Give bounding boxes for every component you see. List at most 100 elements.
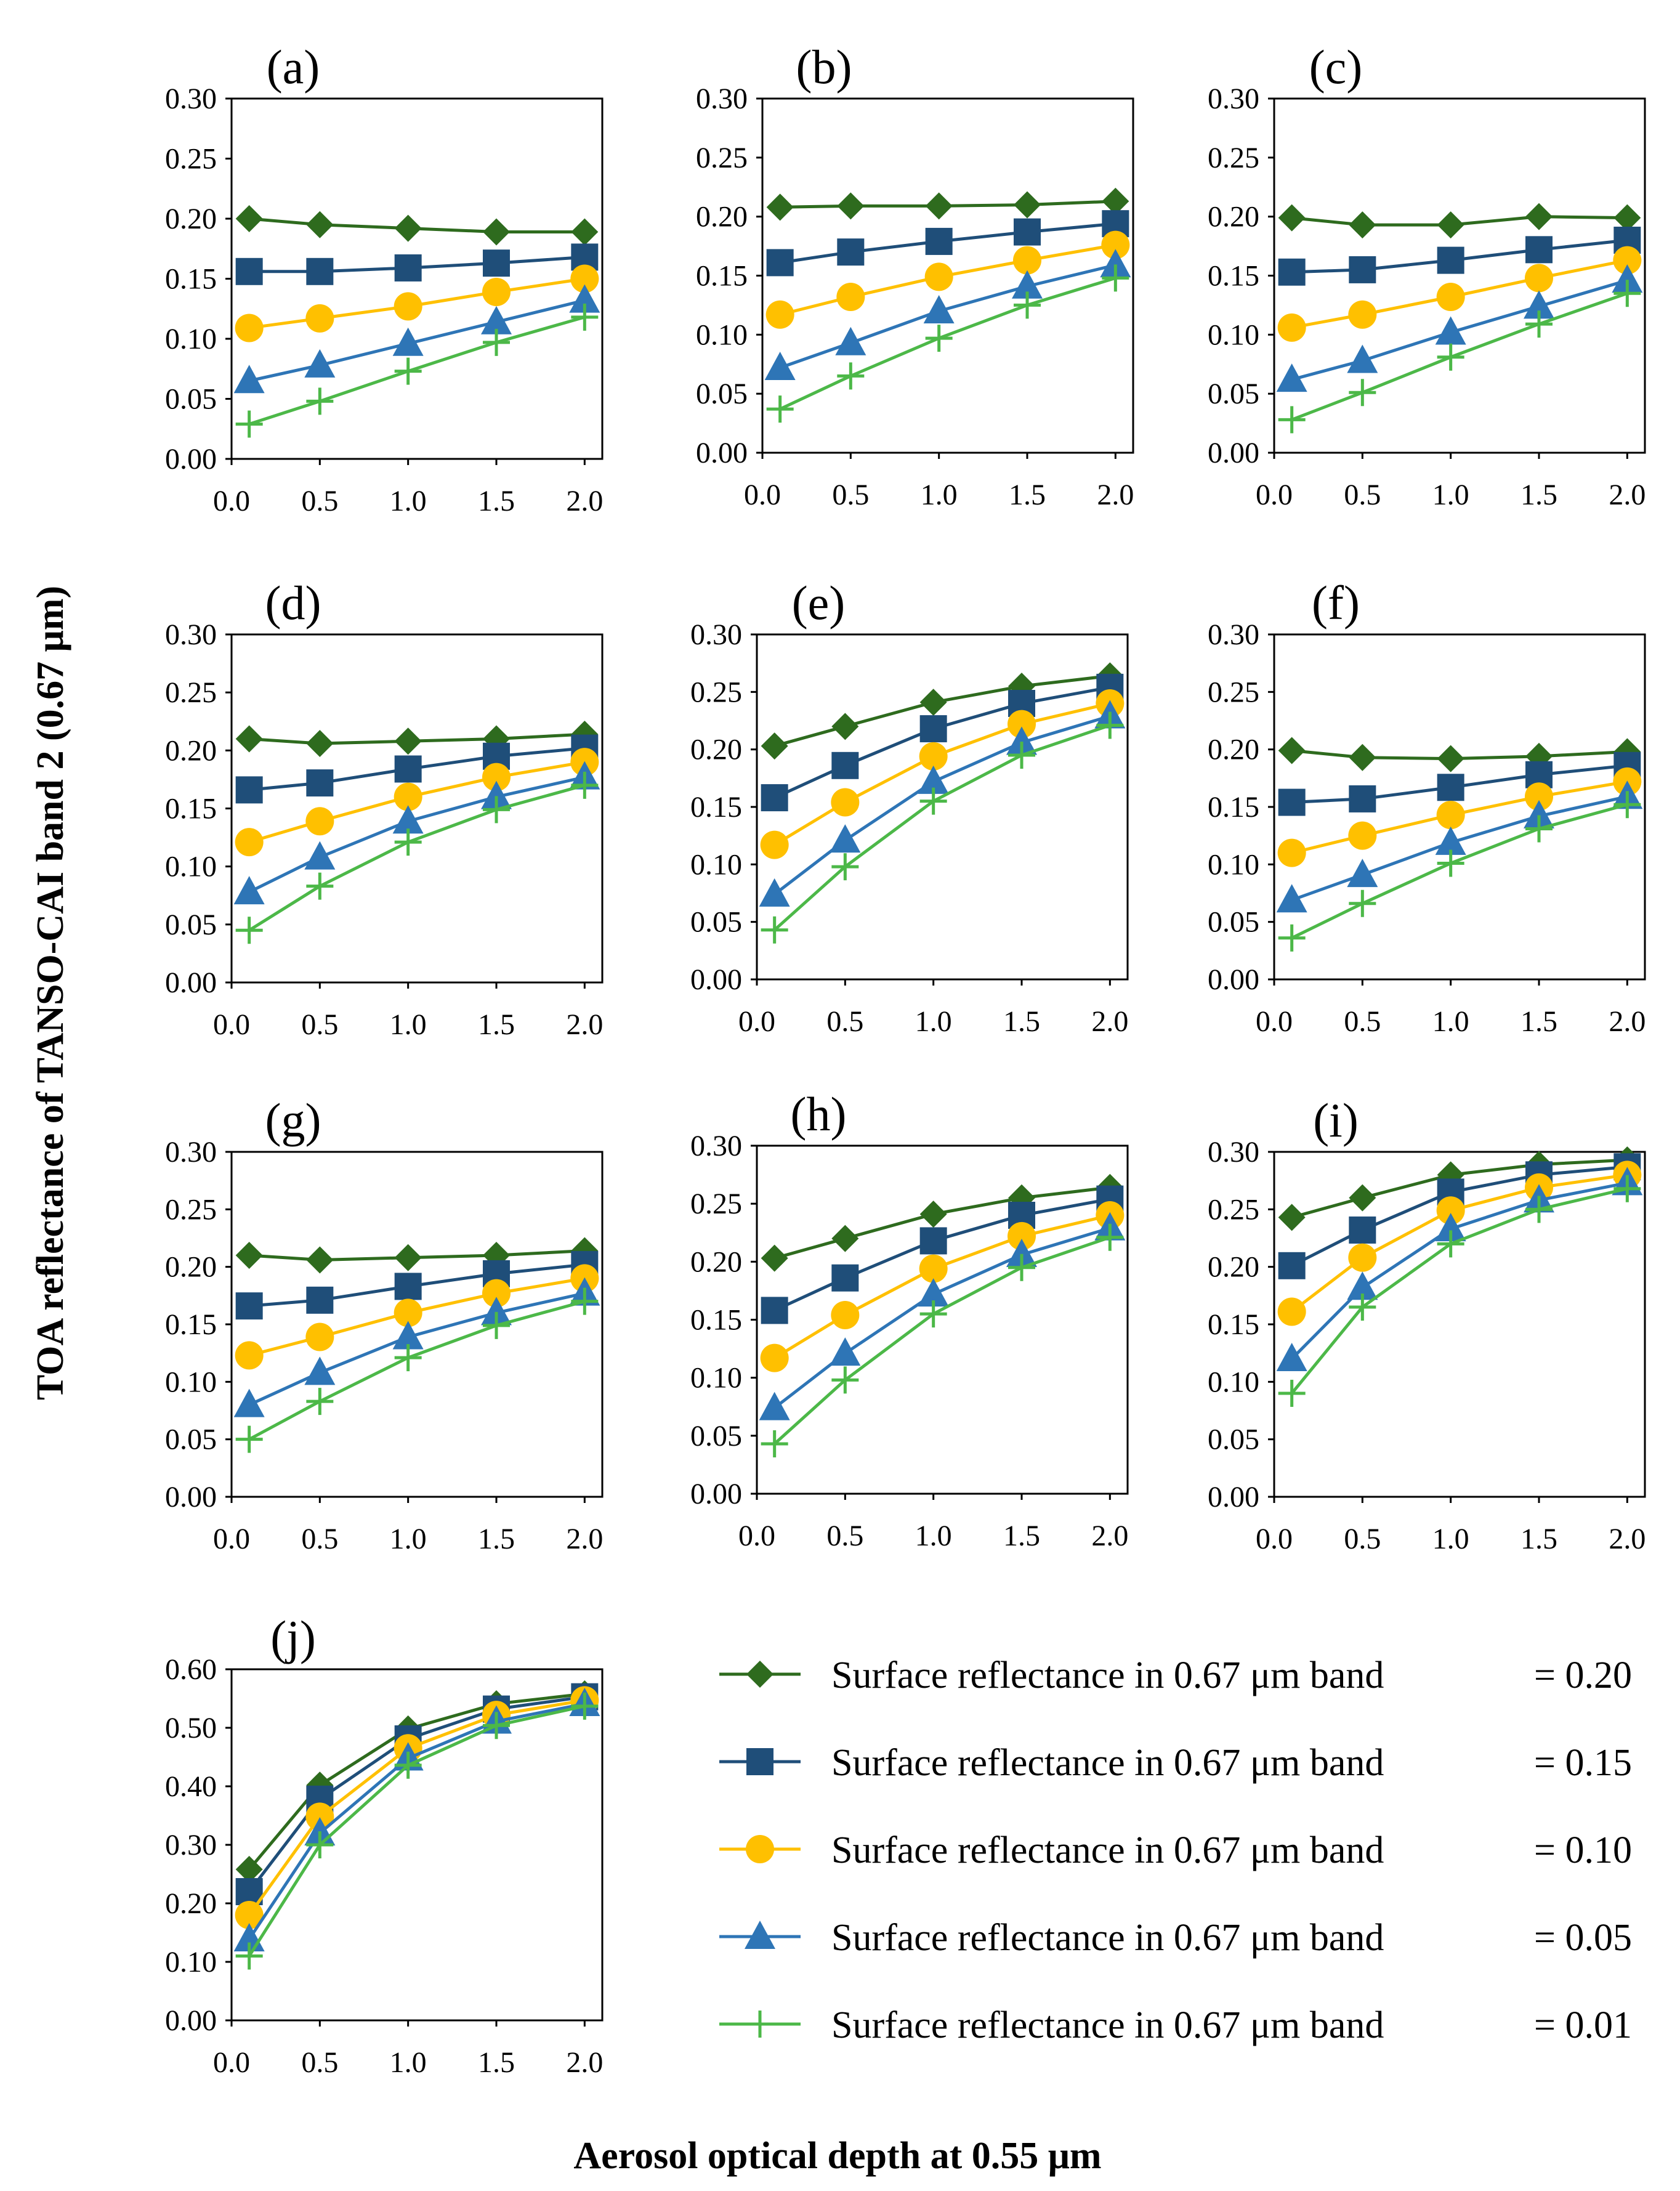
data-point <box>1348 300 1377 329</box>
y-tick-label: 0.30 <box>1208 83 1259 115</box>
x-tick-label: 2.0 <box>566 485 603 517</box>
series-0.05 <box>759 1212 1126 1420</box>
data-point <box>235 1292 263 1320</box>
data-point <box>1437 745 1464 772</box>
legend: Surface reflectance in 0.67 μm band = 0.2… <box>719 1654 1632 2046</box>
plot-frame <box>756 633 1129 981</box>
data-point <box>1437 343 1464 371</box>
legend-label: Surface reflectance in 0.67 μm band <box>831 1829 1384 1871</box>
data-point <box>1278 788 1306 816</box>
data-point <box>831 751 859 779</box>
x-tick-label: 1.0 <box>1432 1005 1469 1038</box>
data-point <box>304 1356 336 1385</box>
panel-label: (h) <box>791 1087 847 1141</box>
data-point <box>1008 710 1036 739</box>
data-point <box>481 780 512 809</box>
data-point <box>831 713 859 740</box>
series-0.10 <box>1277 767 1642 867</box>
plot-frame <box>230 1668 604 2022</box>
panel-label: (e) <box>792 576 846 630</box>
data-point <box>831 1225 859 1252</box>
series-0.10 <box>760 689 1125 859</box>
y-tick-label: 0.30 <box>690 618 742 651</box>
x-tick-label: 0.0 <box>738 1005 775 1038</box>
y-tick-label: 0.10 <box>165 1946 217 1978</box>
y-tick-label: 0.00 <box>165 2004 217 2037</box>
data-point <box>1348 1243 1377 1272</box>
data-point <box>837 238 865 266</box>
data-point <box>1278 1252 1306 1279</box>
data-point <box>483 249 510 277</box>
data-point <box>766 193 794 221</box>
data-point <box>1525 236 1553 264</box>
series-0.10 <box>760 1201 1125 1372</box>
y-tick-label: 0.20 <box>1208 201 1259 233</box>
y-tick-label: 0.20 <box>1208 734 1259 766</box>
legend-value: = 0.10 <box>1534 1829 1632 1871</box>
x-tick-label: 1.5 <box>478 1523 515 1555</box>
y-tick-label: 0.15 <box>165 793 217 825</box>
x-tick-label: 1.0 <box>390 485 427 517</box>
x-tick-label: 0.0 <box>744 479 781 511</box>
data-point <box>306 769 334 797</box>
data-point <box>571 1692 599 1720</box>
x-tick-label: 0.0 <box>738 1520 775 1552</box>
data-point <box>235 1901 264 1929</box>
data-point <box>1008 742 1035 769</box>
data-point <box>1525 1196 1553 1223</box>
data-point <box>1613 246 1642 275</box>
data-point <box>1012 270 1043 299</box>
panel-label: (f) <box>1312 576 1360 630</box>
data-point <box>233 365 265 394</box>
data-point <box>923 295 955 323</box>
data-point <box>304 349 336 378</box>
data-point <box>1613 791 1641 819</box>
data-point <box>483 1311 510 1339</box>
data-point <box>233 1388 265 1417</box>
data-point <box>761 1430 788 1458</box>
series-0.01 <box>1278 280 1641 434</box>
data-point <box>761 1244 788 1272</box>
data-point <box>306 257 334 285</box>
series-0.01 <box>761 711 1124 944</box>
data-point <box>1102 264 1129 292</box>
series-0.01 <box>235 303 599 438</box>
y-tick-label: 0.15 <box>690 791 742 824</box>
y-tick-label: 0.00 <box>690 963 742 996</box>
y-tick-label: 0.40 <box>165 1770 217 1803</box>
y-tick-label: 0.10 <box>165 1366 217 1398</box>
legend-marker <box>746 1661 773 1688</box>
data-point <box>1436 801 1465 830</box>
data-point <box>235 1855 263 1883</box>
y-tick-label: 0.25 <box>690 676 742 708</box>
y-tick-label: 0.00 <box>165 443 217 476</box>
y-tick-label: 0.20 <box>1208 1251 1259 1284</box>
series-0.10 <box>235 264 599 342</box>
x-tick-label: 2.0 <box>566 2046 603 2079</box>
data-point <box>306 1246 334 1274</box>
data-point <box>1525 815 1553 843</box>
data-point <box>305 1802 334 1831</box>
series-0.15 <box>235 1250 599 1320</box>
y-tick-label: 0.15 <box>696 260 748 293</box>
series-0.20 <box>761 662 1124 760</box>
data-point <box>1525 310 1553 338</box>
data-point <box>830 1337 861 1366</box>
data-point <box>1349 379 1376 407</box>
y-tick-label: 0.05 <box>696 378 748 410</box>
data-point <box>764 352 796 380</box>
panel-label: (i) <box>1313 1093 1359 1147</box>
chart-panel-j: (j) 0.00 0.10 0.20 0.30 0.40 0.50 0.60 0.0 0.5 1.0… <box>165 1611 604 2079</box>
data-point <box>235 410 263 438</box>
chart-panel-f: (f) 0.00 0.05 0.10 0.15 0.20 0.25 0.30 0.0 0.5 1.0… <box>1208 576 1646 1038</box>
data-point <box>306 1388 334 1415</box>
x-tick-label: 1.0 <box>921 479 958 511</box>
x-tick-label: 1.5 <box>1009 479 1046 511</box>
data-point <box>571 1287 599 1315</box>
series-0.10 <box>235 748 599 857</box>
series-0.01 <box>1278 1175 1641 1407</box>
x-tick-label: 2.0 <box>1609 1523 1646 1555</box>
y-tick-label: 0.10 <box>690 848 742 881</box>
series-0.20 <box>766 187 1129 221</box>
data-point <box>306 387 334 415</box>
